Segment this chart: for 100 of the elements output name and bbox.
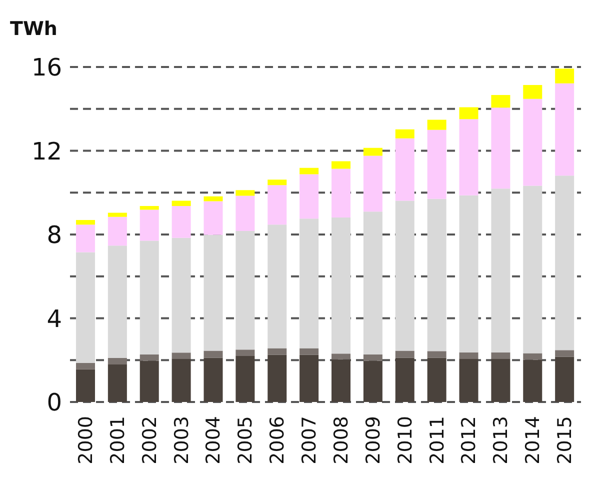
bar [204,201,223,235]
bar [395,129,414,138]
bar [459,107,478,120]
bar [523,98,542,186]
bar [204,350,223,358]
bar [108,246,127,358]
bar [236,350,255,356]
bar [300,354,319,402]
bar [236,230,255,350]
bar [555,176,574,350]
x-tick-label: 2003 [170,416,193,464]
bar [523,353,542,360]
bar [172,358,191,402]
y-tick-label: 0 [46,388,62,417]
x-tick-label: 2001 [106,416,129,464]
bar [555,356,574,402]
bar [108,212,127,217]
x-tick-label: 2002 [138,416,161,464]
y-tick-label: 12 [31,137,62,166]
bar [332,359,350,402]
bar [204,234,223,351]
bar [76,369,95,402]
bar [332,354,350,360]
x-tick-label: 2005 [234,416,257,464]
bar [332,161,350,169]
bar [363,212,382,354]
bar [395,138,414,201]
x-tick-label: 2011 [426,416,448,464]
bar [108,364,127,402]
bar [491,108,510,189]
bar [363,354,382,361]
bar [204,196,223,202]
bar [555,68,574,84]
y-tick-label: 4 [46,304,62,333]
bar [555,350,574,357]
bar [268,224,287,348]
bar [76,220,95,225]
bar [395,358,414,402]
bar [140,360,159,402]
x-tick-label: 2013 [490,416,512,464]
bar [172,238,191,353]
bar [491,352,510,359]
bar [76,362,95,370]
bar [172,352,191,359]
bar [363,148,382,156]
bar [140,210,159,241]
bar [555,83,574,176]
x-tick-label: 2004 [202,416,225,464]
x-tick-label: 2007 [298,416,321,464]
y-axis-title: TWh [10,18,58,40]
x-tick-label: 2006 [266,416,289,464]
bar [172,206,191,238]
bar [395,200,414,351]
y-tick-label: 8 [46,221,62,250]
bar [427,120,446,130]
bar [108,216,127,246]
x-tick-label: 2010 [394,416,416,464]
x-tick-label: 2015 [554,416,576,464]
bar [236,196,255,231]
bar [268,185,287,225]
bar [491,95,510,108]
bar [332,218,350,354]
bar [427,358,446,402]
bar [300,348,319,355]
bar [108,358,127,364]
y-tick-label: 16 [31,54,62,82]
bar [300,174,319,219]
bar [427,351,446,358]
bar [268,348,287,355]
bar [76,252,95,363]
x-tick-label: 2012 [458,416,480,464]
bar [459,119,478,196]
bar [459,352,478,359]
bar [140,240,159,354]
bar [236,190,255,196]
bar [523,186,542,354]
bar [140,206,159,210]
x-tick-label: 2009 [362,416,384,464]
bar [491,358,510,402]
bar [268,180,287,186]
x-tick-label: 2008 [330,416,352,464]
bar [268,354,287,402]
x-tick-label: 2000 [74,416,97,464]
bar [204,358,223,402]
bar [76,224,95,252]
bar [300,218,319,348]
bar [332,168,350,218]
bar [459,358,478,402]
bar [491,188,510,352]
bar [523,85,542,99]
bar [363,360,382,402]
bar [236,356,255,402]
bar [459,195,478,352]
bar [140,354,159,361]
bar [523,360,542,402]
bar [363,156,382,212]
bar [427,198,446,352]
bar [395,350,414,358]
bar [300,168,319,174]
bar [427,130,446,199]
